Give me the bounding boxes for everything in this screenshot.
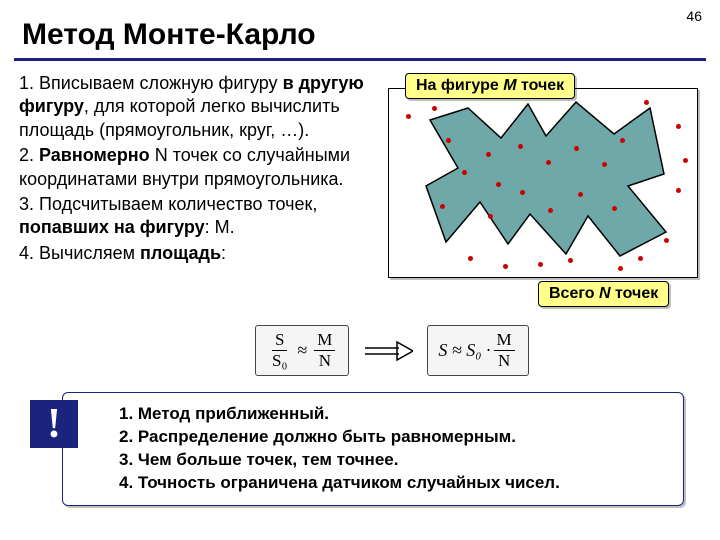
label-italic: N bbox=[599, 285, 611, 302]
step-1: 1. Вписываем сложную фигуру в другую фиг… bbox=[19, 72, 374, 142]
step2-bold: Равномерно bbox=[39, 145, 150, 165]
step2-text-a: 2. bbox=[19, 145, 39, 165]
random-point bbox=[612, 206, 617, 211]
random-point bbox=[638, 256, 643, 261]
label-text: На фигуре bbox=[416, 77, 503, 94]
step3-text-a: 3. Подсчитываем количество точек, bbox=[19, 194, 317, 214]
dots-layer bbox=[388, 88, 698, 278]
note-3: 3. Чем больше точек, тем точнее. bbox=[119, 449, 667, 472]
frac-num: M bbox=[494, 330, 515, 351]
label-text: Всего bbox=[549, 285, 599, 302]
random-point bbox=[578, 192, 583, 197]
note-4: 4. Точность ограничена датчиком случайны… bbox=[119, 472, 667, 495]
step4-text-a: 4. Вычисляем bbox=[19, 243, 140, 263]
frac-den: N bbox=[495, 351, 513, 371]
random-point bbox=[496, 182, 501, 187]
step-3: 3. Подсчитываем количество точек, попавш… bbox=[19, 193, 374, 240]
step3-bold: попавших на фигуру bbox=[19, 217, 205, 237]
random-point bbox=[503, 264, 508, 269]
label-text: точек bbox=[611, 285, 659, 302]
random-point bbox=[568, 258, 573, 263]
random-point bbox=[440, 204, 445, 209]
random-point bbox=[520, 190, 525, 195]
label-italic: M bbox=[503, 77, 516, 94]
random-point bbox=[602, 162, 607, 167]
note-2: 2. Распределение должно быть равномерным… bbox=[119, 426, 667, 449]
random-point bbox=[488, 214, 493, 219]
formula-ratio: S S₀ ≈ M N bbox=[255, 325, 349, 376]
title-underline bbox=[14, 58, 706, 61]
random-point bbox=[618, 266, 623, 271]
random-point bbox=[548, 208, 553, 213]
random-point bbox=[518, 144, 523, 149]
random-point bbox=[644, 100, 649, 105]
frac-num: M bbox=[314, 330, 335, 351]
approx-sign: ≈ bbox=[297, 340, 307, 361]
step-4: 4. Вычисляем площадь: bbox=[19, 242, 374, 265]
frac-result: M N bbox=[494, 330, 515, 371]
random-point bbox=[462, 170, 467, 175]
steps-block: 1. Вписываем сложную фигуру в другую фиг… bbox=[19, 72, 374, 267]
random-point bbox=[546, 160, 551, 165]
step-2: 2. Равномерно N точек со случайными коор… bbox=[19, 144, 374, 191]
formula-result-left: S ≈ S₀ · bbox=[438, 340, 490, 361]
page-title: Метод Монте-Карло bbox=[22, 18, 316, 52]
random-point bbox=[676, 188, 681, 193]
step4-bold: площадь bbox=[140, 243, 221, 263]
step1-text-a: 1. Вписываем сложную фигуру bbox=[19, 73, 283, 93]
implies-arrow-icon bbox=[363, 340, 413, 362]
random-point bbox=[432, 106, 437, 111]
notes-box: 1. Метод приближенный. 2. Распределение … bbox=[62, 392, 684, 506]
frac-den: S₀ bbox=[269, 351, 290, 371]
note-1: 1. Метод приближенный. bbox=[119, 403, 667, 426]
random-point bbox=[468, 256, 473, 261]
random-point bbox=[486, 152, 491, 157]
random-point bbox=[406, 114, 411, 119]
label-text: точек bbox=[517, 77, 565, 94]
label-total-points: Всего N точек bbox=[538, 281, 669, 307]
formula-area: S S₀ ≈ M N S ≈ S₀ · M N bbox=[255, 325, 529, 376]
random-point bbox=[664, 238, 669, 243]
random-point bbox=[574, 146, 579, 151]
step4-text-c: : bbox=[221, 243, 226, 263]
random-point bbox=[538, 262, 543, 267]
label-points-on-figure: На фигуре M точек bbox=[405, 73, 575, 99]
frac-right: M N bbox=[314, 330, 335, 371]
random-point bbox=[676, 124, 681, 129]
formula-result: S ≈ S₀ · M N bbox=[427, 325, 528, 376]
random-point bbox=[446, 138, 451, 143]
frac-num: S bbox=[272, 330, 287, 351]
random-point bbox=[620, 138, 625, 143]
page-number: 46 bbox=[686, 8, 702, 24]
frac-den: N bbox=[316, 351, 334, 371]
monte-carlo-diagram bbox=[388, 88, 698, 278]
frac-left: S S₀ bbox=[269, 330, 290, 371]
step3-text-c: : M. bbox=[205, 217, 235, 237]
random-point bbox=[683, 158, 688, 163]
